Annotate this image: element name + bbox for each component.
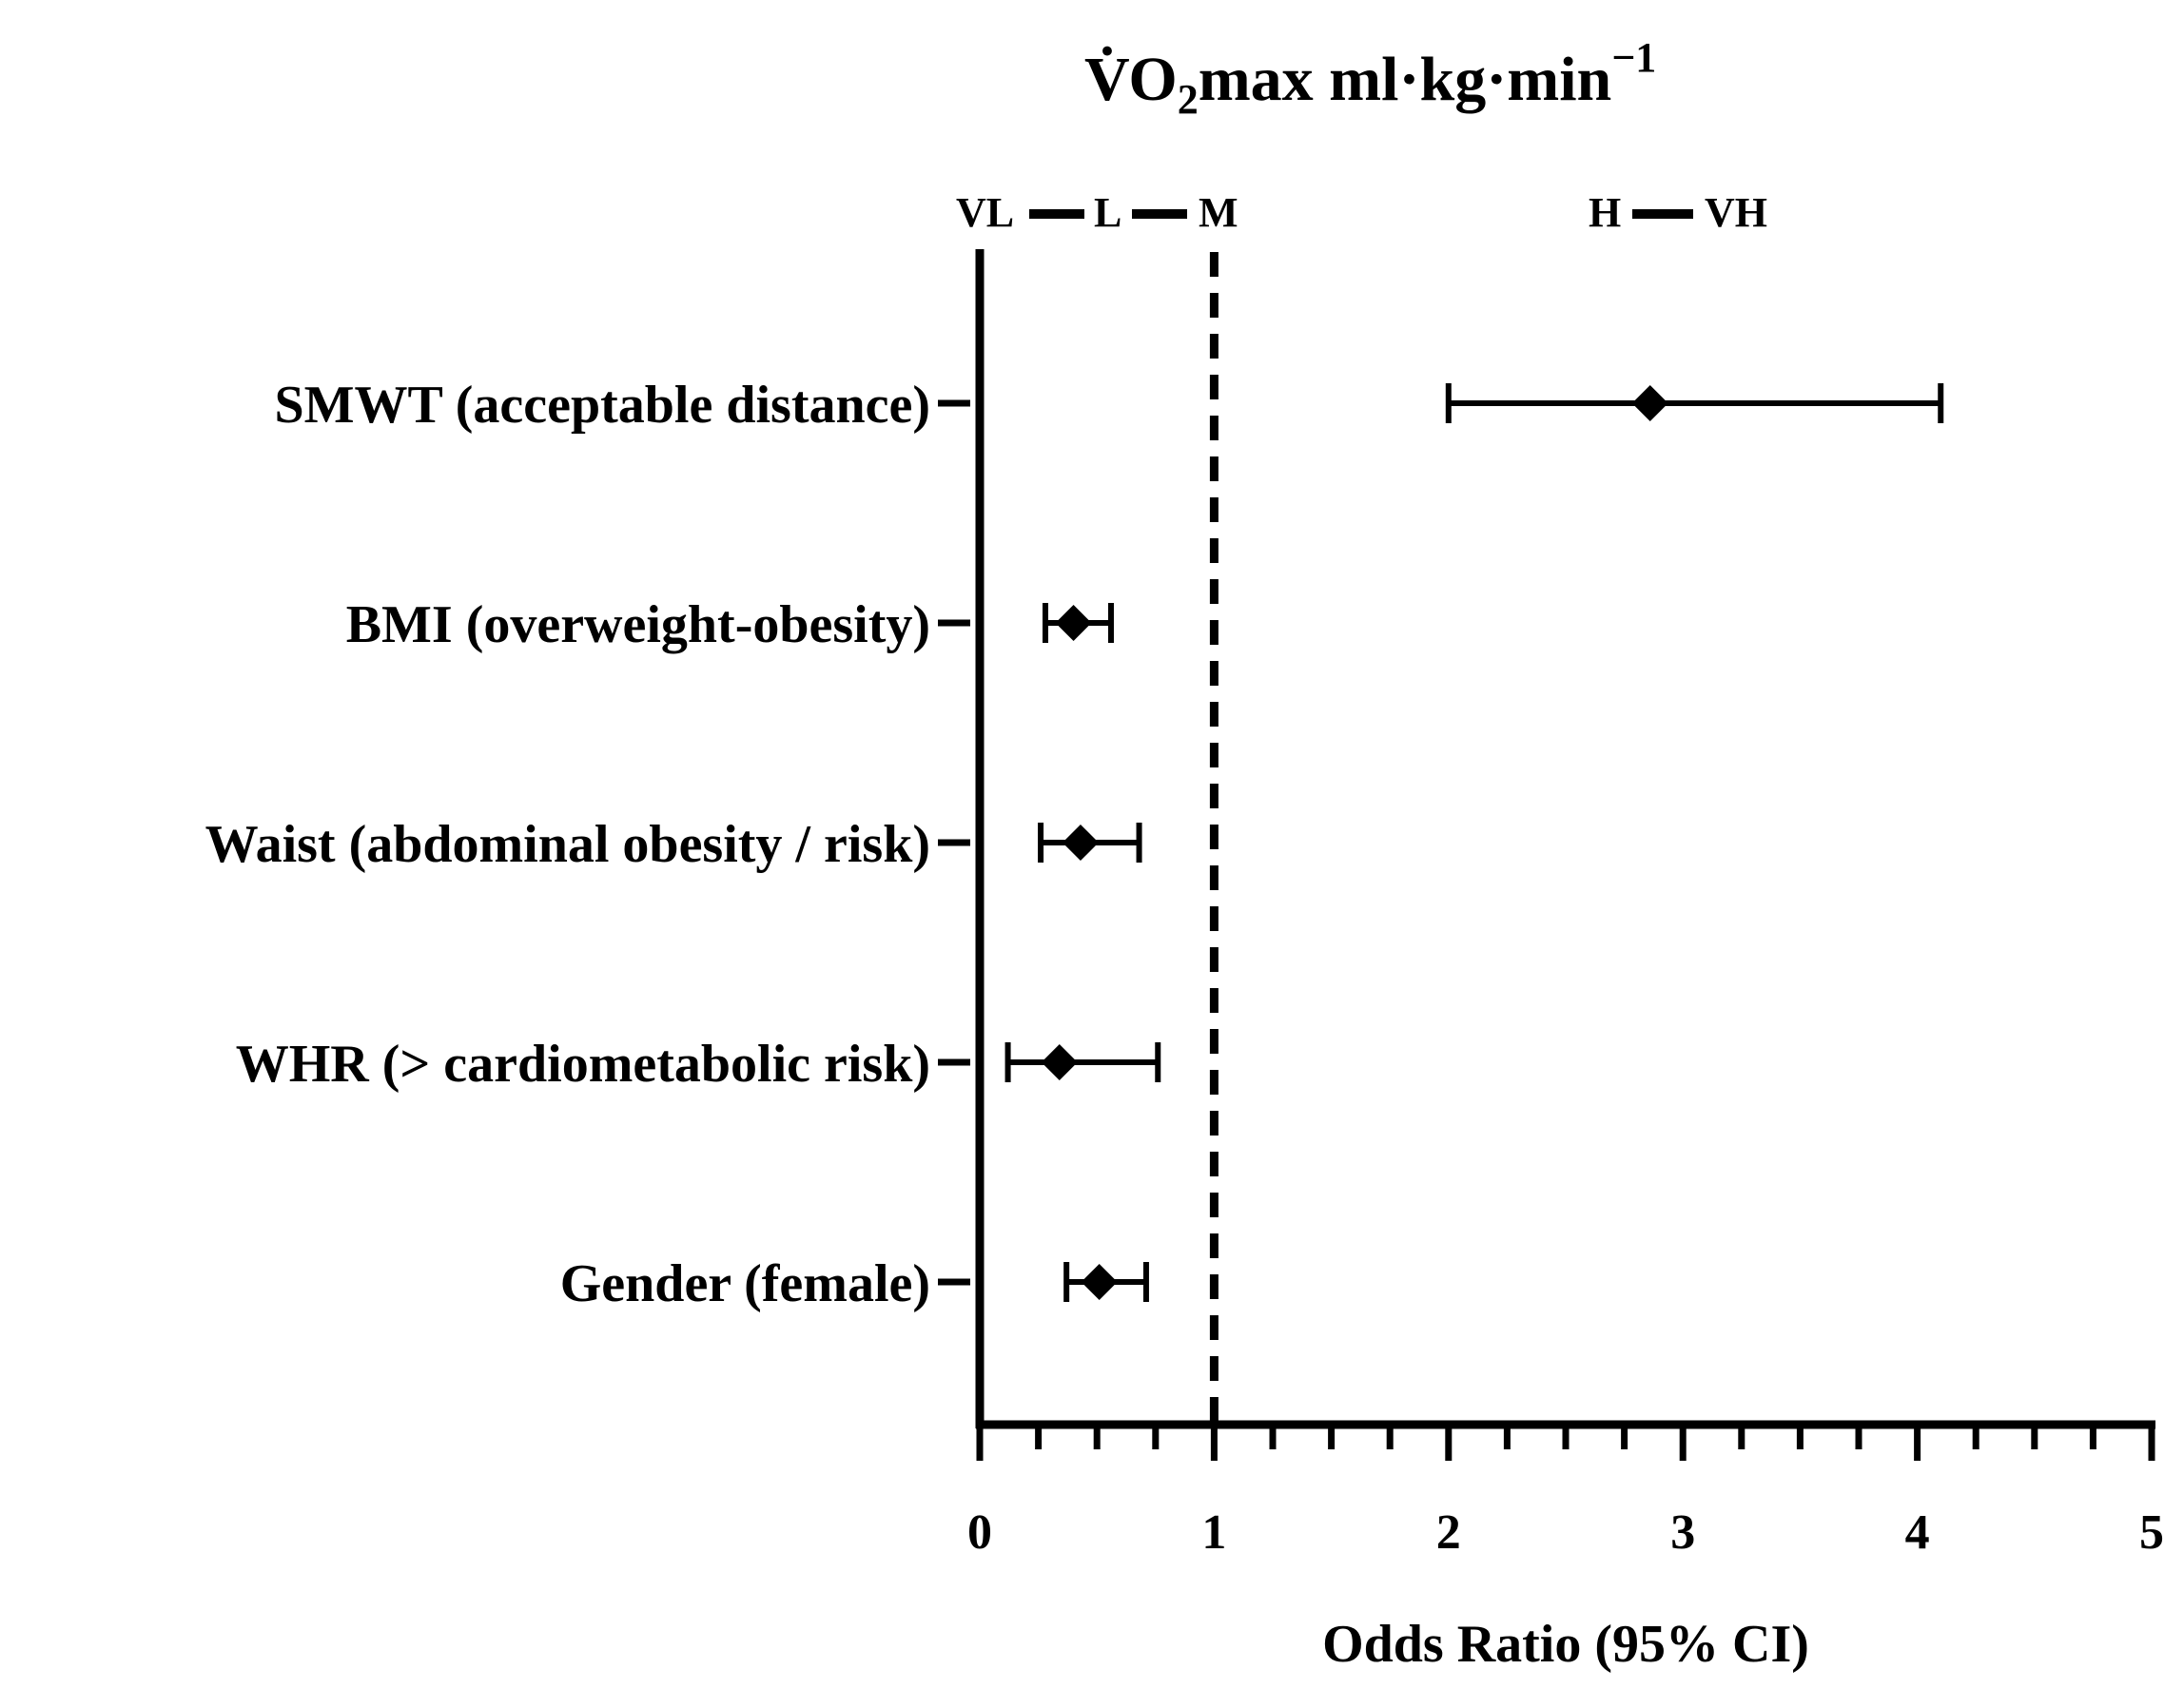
x-axis-label: Odds Ratio (95% CI) — [1322, 1615, 1809, 1674]
forest-row: WHR (> cardiometabolic risk) — [236, 1035, 1161, 1094]
x-tick-label: 5 — [2139, 1505, 2164, 1560]
forest-row: SMWT (acceptable distance) — [274, 376, 1944, 435]
legend-label-vl: VL — [956, 189, 1014, 236]
legend-label-l: L — [1094, 189, 1121, 236]
row-label: SMWT (acceptable distance) — [274, 376, 930, 435]
chart-title-subscript: 2 — [1178, 76, 1199, 123]
row-label: WHR (> cardiometabolic risk) — [236, 1035, 930, 1094]
odds-ratio-point — [1041, 1044, 1078, 1080]
row-label: Gender (female) — [560, 1254, 930, 1313]
chart-title-mid: max ml·kg·min — [1199, 45, 1612, 114]
legend-label-m: M — [1199, 189, 1238, 236]
forest-row: Waist (abdominal obesity / risk) — [205, 815, 1142, 874]
legend-label-h: H — [1589, 189, 1621, 236]
x-tick-label: 4 — [1905, 1505, 1930, 1560]
x-tick-label: 2 — [1436, 1505, 1461, 1560]
forest-row: BMI (overweight-obesity) — [346, 595, 1114, 654]
fitness-scale-legend: VL L M H VH — [956, 189, 1767, 236]
chart-title: V̇O2max ml·kg·min−1 — [1084, 34, 1656, 123]
odds-ratio-point — [1631, 385, 1668, 421]
x-axis-ticks — [976, 1425, 2155, 1461]
odds-ratio-point — [1055, 605, 1092, 641]
x-axis-tick-labels: 0 1 2 3 4 5 — [967, 1505, 2164, 1560]
forest-row: Gender (female) — [560, 1254, 1149, 1313]
row-label: BMI (overweight-obesity) — [346, 595, 930, 654]
x-tick-label: 3 — [1670, 1505, 1695, 1560]
odds-ratio-point — [1062, 825, 1099, 861]
x-tick-label: 0 — [967, 1505, 992, 1560]
forest-rows: SMWT (acceptable distance) BMI (overweigh… — [205, 376, 1944, 1313]
chart-title-superscript: −1 — [1611, 34, 1656, 81]
odds-ratio-point — [1081, 1264, 1118, 1300]
row-label: Waist (abdominal obesity / risk) — [205, 815, 930, 874]
chart-title-main: V̇O — [1084, 45, 1178, 114]
x-tick-label: 1 — [1201, 1505, 1226, 1560]
legend-label-vh: VH — [1705, 189, 1767, 236]
